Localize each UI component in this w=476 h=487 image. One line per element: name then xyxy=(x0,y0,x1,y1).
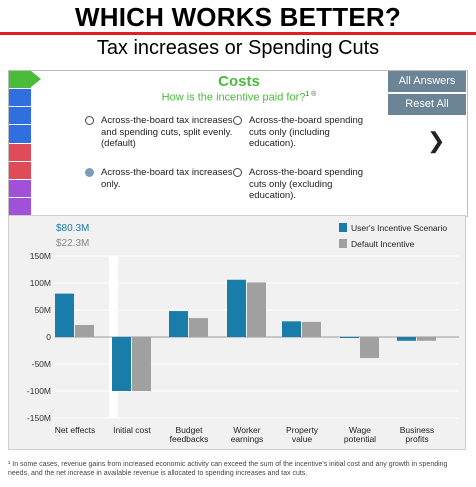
bar-user xyxy=(397,337,416,341)
radio-selected-icon[interactable] xyxy=(85,168,94,177)
x-tick-label: potential xyxy=(344,434,376,444)
footnote: ¹ In some cases, revenue gains from incr… xyxy=(8,461,448,477)
progress-step-8[interactable] xyxy=(9,197,31,215)
chart-panel: 150M 100M 50M 0 -50M -100M -150M $80.3M $22.3M Us… xyxy=(8,215,466,450)
page-headline: WHICH WORKS BETTER? xyxy=(75,2,401,32)
bar-default xyxy=(247,282,266,337)
current-step-arrow-icon xyxy=(31,71,41,87)
progress-step-6[interactable] xyxy=(9,161,31,179)
bar-default xyxy=(360,337,379,359)
option-label: Across-the-board tax increases only. xyxy=(101,167,233,190)
x-tick-label: Initial cost xyxy=(113,425,151,435)
progress-step-4[interactable] xyxy=(9,125,31,143)
reset-all-button[interactable]: Reset All xyxy=(388,94,466,115)
y-tick-label: -100M xyxy=(27,386,51,396)
bar-default xyxy=(417,337,436,341)
user-total-value: $80.3M xyxy=(56,223,89,234)
option-label: Across-the-board spending cuts only (exc… xyxy=(249,167,364,201)
x-tick-label: Net effects xyxy=(55,425,95,435)
question-prompt-line: How is the incentive paid for?1 ® xyxy=(119,91,359,104)
legend-swatch xyxy=(339,223,347,232)
option-spending-incl-education[interactable]: Across-the-board spending cuts only (inc… xyxy=(233,115,373,150)
option-tax-and-spending[interactable]: Across-the-board tax increases and spend… xyxy=(85,115,233,150)
progress-step-2[interactable] xyxy=(9,89,31,107)
option-tax-only[interactable]: Across-the-board tax increases only. xyxy=(85,167,233,190)
bar-user xyxy=(227,279,246,337)
bar-default xyxy=(132,337,151,391)
y-tick-label: 0 xyxy=(46,332,51,342)
default-total-value: $22.3M xyxy=(56,238,89,249)
bar-user xyxy=(282,321,301,337)
progress-step-7[interactable] xyxy=(9,179,31,197)
option-label: Across-the-board spending cuts only (inc… xyxy=(249,115,364,149)
bar-user xyxy=(112,337,131,391)
bar-user xyxy=(169,311,188,337)
question-title: Costs xyxy=(218,73,260,90)
prompt-marks: 1 ® xyxy=(305,91,317,98)
progress-step-3[interactable] xyxy=(9,107,31,125)
radio-icon[interactable] xyxy=(85,116,94,125)
progress-step-1[interactable] xyxy=(9,71,31,89)
question-prompt: How is the incentive paid for? xyxy=(161,91,306,104)
progress-step-5[interactable] xyxy=(9,143,31,161)
y-tick-label: -150M xyxy=(27,413,51,423)
radio-icon[interactable] xyxy=(233,116,242,125)
x-tick-label: Budget xyxy=(176,425,204,435)
option-spending-excl-education[interactable]: Across-the-board spending cuts only (exc… xyxy=(233,167,373,202)
bar-default xyxy=(75,324,94,337)
x-tick-label: Wage xyxy=(349,425,371,435)
bar-user xyxy=(55,293,74,337)
x-tick-label: Worker xyxy=(233,425,260,435)
chevron-right-icon[interactable]: ❯ xyxy=(427,128,446,153)
x-tick-label: Business xyxy=(400,425,435,435)
headline-rule xyxy=(0,32,476,35)
y-tick-label: 150M xyxy=(30,251,51,261)
x-tick-label: feedbacks xyxy=(170,434,209,444)
y-tick-label: 100M xyxy=(30,278,51,288)
bar-chart: 150M 100M 50M 0 -50M -100M -150M $80.3M $22.3M Us… xyxy=(27,223,459,444)
y-tick-label: 50M xyxy=(34,305,51,315)
all-answers-button[interactable]: All Answers xyxy=(388,71,466,92)
bar-user xyxy=(340,337,359,338)
page-subheadline: Tax increases or Spending Cuts xyxy=(96,37,380,59)
y-tick-label: -50M xyxy=(32,359,51,369)
radio-icon[interactable] xyxy=(233,168,242,177)
option-label: Across-the-board tax increases and spend… xyxy=(101,115,233,149)
x-tick-label: Property xyxy=(286,425,319,435)
legend-swatch xyxy=(339,239,347,248)
bar-default xyxy=(302,321,321,337)
question-panel: Costs How is the incentive paid for?1 ® … xyxy=(8,70,468,217)
x-tick-label: earnings xyxy=(231,434,264,444)
x-tick-label: profits xyxy=(405,434,428,444)
legend-label: User's Incentive Scenario xyxy=(351,223,447,233)
x-tick-label: value xyxy=(292,434,313,444)
bar-default xyxy=(189,318,208,337)
legend-label: Default Incentive xyxy=(351,239,415,249)
